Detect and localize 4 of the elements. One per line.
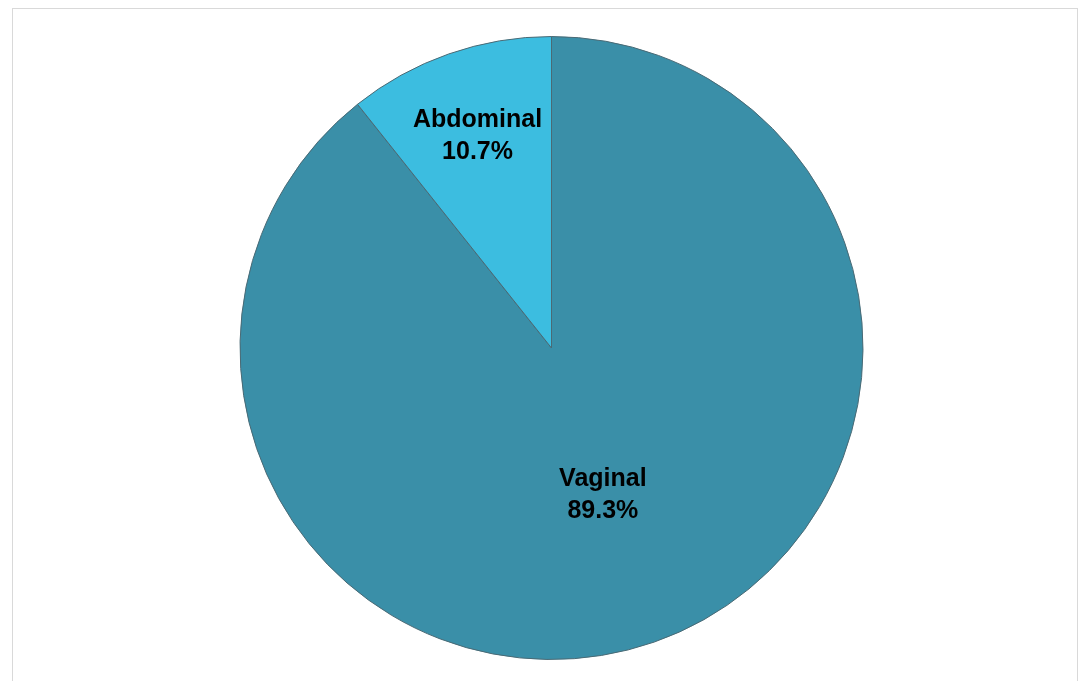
slice-label: Abdominal (412, 104, 543, 133)
data-label: 10.7% (442, 136, 513, 165)
slice-label: Vaginal (559, 462, 647, 491)
data-label: 89.3% (567, 494, 639, 523)
